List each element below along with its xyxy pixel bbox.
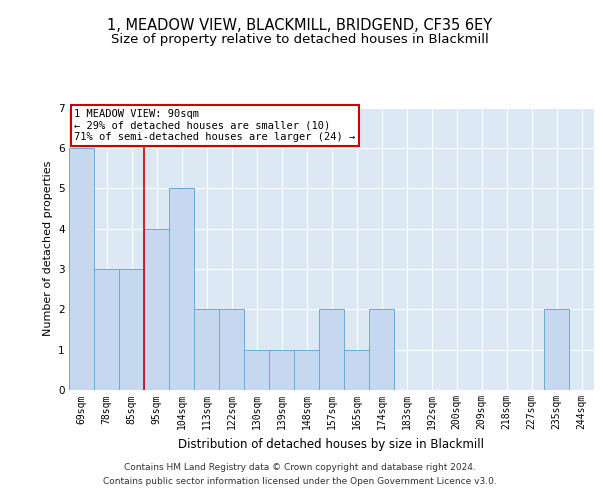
Bar xyxy=(119,269,144,390)
Y-axis label: Number of detached properties: Number of detached properties xyxy=(43,161,53,336)
Bar xyxy=(194,310,219,390)
Bar xyxy=(144,228,169,390)
Text: Size of property relative to detached houses in Blackmill: Size of property relative to detached ho… xyxy=(111,32,489,46)
Bar xyxy=(294,350,319,390)
Text: 1 MEADOW VIEW: 90sqm
← 29% of detached houses are smaller (10)
71% of semi-detac: 1 MEADOW VIEW: 90sqm ← 29% of detached h… xyxy=(74,109,355,142)
Text: Contains public sector information licensed under the Open Government Licence v3: Contains public sector information licen… xyxy=(103,477,497,486)
Bar xyxy=(269,350,294,390)
Bar xyxy=(169,188,194,390)
Bar xyxy=(69,148,94,390)
Bar xyxy=(344,350,369,390)
Bar xyxy=(219,310,244,390)
Bar xyxy=(369,310,394,390)
Bar xyxy=(244,350,269,390)
Bar xyxy=(319,310,344,390)
Bar xyxy=(544,310,569,390)
Text: 1, MEADOW VIEW, BLACKMILL, BRIDGEND, CF35 6EY: 1, MEADOW VIEW, BLACKMILL, BRIDGEND, CF3… xyxy=(107,18,493,32)
Text: Contains HM Land Registry data © Crown copyright and database right 2024.: Contains HM Land Registry data © Crown c… xyxy=(124,464,476,472)
X-axis label: Distribution of detached houses by size in Blackmill: Distribution of detached houses by size … xyxy=(179,438,485,451)
Bar xyxy=(94,269,119,390)
